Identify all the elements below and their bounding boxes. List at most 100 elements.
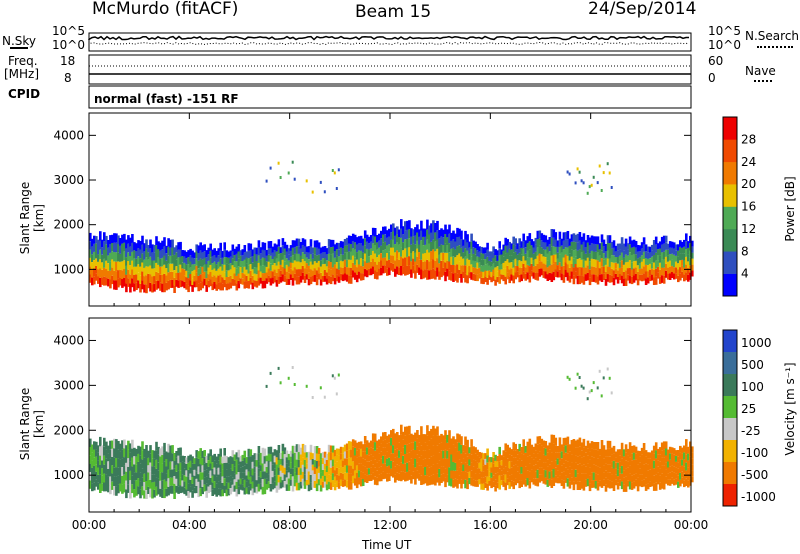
power-echo-cell [187, 264, 190, 272]
velocity-echo-cell [115, 439, 118, 449]
power-echo-cell [117, 244, 120, 253]
power-echo-cell [572, 250, 576, 259]
velocity-echo-cell [321, 481, 325, 488]
power-echo-cell [486, 242, 489, 250]
power-echo-cell [349, 243, 353, 252]
power-echo-cell [225, 283, 229, 291]
power-echo-cell [544, 271, 548, 279]
velocity-echo-cell [135, 480, 138, 488]
power-echo-cell [464, 256, 467, 266]
power-echo-cell [111, 259, 114, 268]
power-echo-cell [376, 264, 379, 272]
power-echo-cell [426, 249, 429, 260]
velocity-echo-cell [303, 459, 307, 467]
velocity-echo-cell [133, 464, 136, 473]
power-echo-cell [223, 279, 226, 288]
velocity-echo-cell [542, 440, 546, 448]
power-echo-cell [648, 258, 652, 264]
velocity-echo-cell [247, 486, 251, 495]
power-echo-cell [277, 261, 281, 269]
velocity-echo-cell [442, 466, 445, 474]
velocity-echo-cell [681, 465, 684, 472]
velocity-echo-cell [315, 446, 319, 454]
power-echo-cell [666, 267, 670, 274]
power-echo-cell [460, 230, 463, 240]
velocity-echo-cell [295, 482, 299, 491]
power-echo-cell [129, 256, 132, 266]
power-echo-cell [452, 264, 455, 274]
velocity-echo-cell [239, 478, 243, 485]
velocity-echo-cell [638, 468, 642, 475]
power-echo-cell [674, 273, 678, 279]
power-echo-cell [624, 254, 628, 263]
velocity-echo-cell [199, 480, 202, 489]
power-echo-cell [502, 262, 505, 269]
power-echo-cell [167, 238, 170, 247]
velocity-echo-cell [229, 468, 233, 476]
velocity-echo-cell [191, 483, 194, 491]
velocity-echo-cell [614, 462, 618, 469]
power-echo-cell [275, 272, 279, 280]
power-scatter-cell [606, 162, 609, 166]
power-echo-cell [265, 249, 269, 256]
velocity-echo-cell [546, 459, 550, 467]
power-colorbar-tick: 24 [741, 155, 756, 169]
power-echo-cell [211, 256, 214, 264]
power-echo-cell [658, 262, 662, 270]
power-echo-cell [392, 239, 395, 248]
velocity-echo-cell [534, 443, 538, 451]
power-echo-cell [470, 241, 473, 249]
velocity-echo-cell [666, 449, 670, 456]
power-echo-cell [526, 250, 530, 258]
velocity-echo-cell [400, 462, 403, 472]
power-echo-cell [636, 278, 640, 286]
velocity-echo-layer [89, 366, 694, 499]
velocity-echo-cell [127, 458, 130, 467]
velocity-echo-cell [672, 479, 676, 486]
power-echo-cell [205, 257, 208, 265]
velocity-echo-cell [301, 471, 305, 479]
power-echo-cell [640, 242, 644, 249]
power-echo-cell [470, 256, 473, 265]
velocity-echo-cell [418, 457, 421, 466]
velocity-colorbar-tick: -25 [741, 424, 761, 438]
power-echo-cell [233, 248, 237, 255]
power-echo-cell [215, 257, 218, 265]
velocity-colorbar-segment [723, 440, 737, 463]
power-echo-cell [524, 260, 527, 268]
power-echo-cell [572, 275, 576, 285]
power-echo-cell [582, 267, 586, 277]
power-echo-cell [596, 276, 600, 285]
power-echo-cell [259, 265, 263, 272]
velocity-echo-cell [390, 460, 393, 469]
power-echo-cell [430, 251, 433, 261]
power-echo-cell [97, 261, 100, 270]
velocity-echo-cell [195, 450, 198, 458]
power-echo-cell [384, 265, 387, 273]
velocity-echo-cell [169, 445, 172, 454]
power-echo-cell [524, 267, 527, 274]
power-echo-cell [151, 260, 154, 269]
power-echo-cell [343, 245, 347, 253]
power-echo-cell [376, 235, 379, 243]
velocity-echo-cell [341, 453, 345, 461]
power-echo-cell [189, 280, 192, 287]
power-echo-cell [285, 264, 289, 272]
velocity-echo-cell [650, 474, 654, 481]
velocity-echo-cell [524, 459, 527, 467]
velocity-echo-cell [205, 490, 208, 498]
power-echo-cell [683, 246, 686, 254]
power-echo-cell [279, 276, 283, 283]
velocity-echo-cell [636, 471, 640, 478]
power-echo-cell [243, 245, 247, 253]
power-echo-cell [582, 259, 586, 268]
power-colorbar-segment [723, 273, 737, 297]
velocity-echo-cell [650, 456, 654, 463]
power-echo-cell [566, 231, 570, 240]
power-echo-cell [406, 229, 409, 239]
velocity-echo-cell [261, 455, 265, 464]
velocity-echo-cell [217, 488, 220, 496]
velocity-echo-cell [650, 480, 654, 487]
power-echo-cell [353, 234, 357, 243]
power-echo-cell [321, 258, 325, 265]
